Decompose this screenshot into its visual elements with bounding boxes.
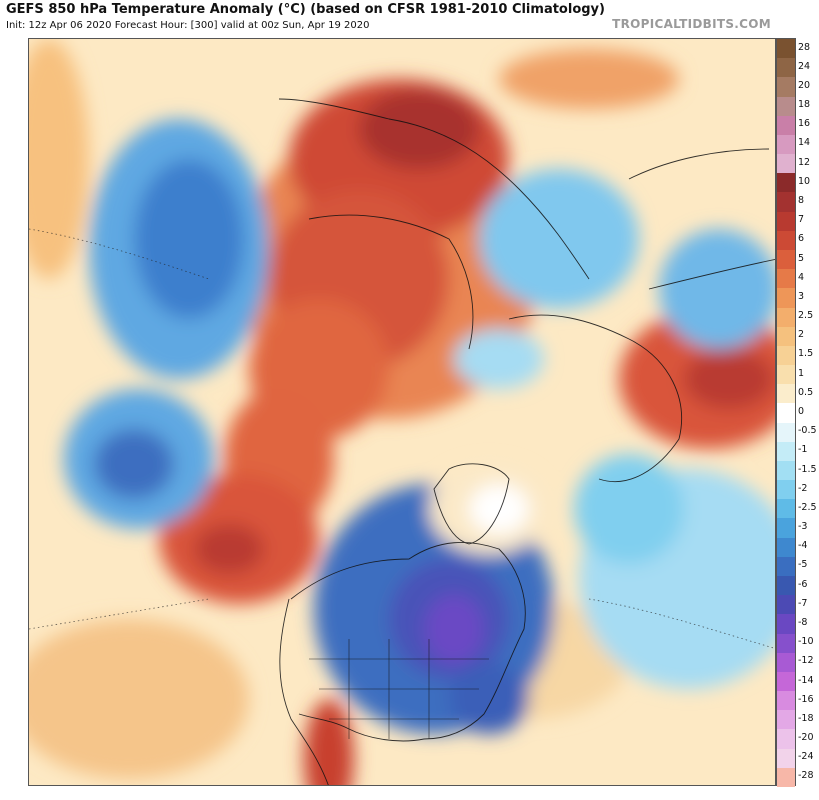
colorbar-cell	[777, 480, 795, 500]
colorbar-cell	[777, 460, 795, 481]
colorbar-cell	[777, 58, 795, 78]
colorbar-cell	[777, 767, 795, 788]
colorbar-label: -14	[798, 674, 814, 686]
colorbar-labels: 28 24 20 18 16 14 12 10 8 7 6 5 4 3 2.5 2 1.5 1 0.5 0 -0.5 -1…	[798, 38, 819, 786]
colorbar-label: -28	[798, 770, 814, 782]
chart-title: GEFS 850 hPa Temperature Anomaly (°C) (b…	[6, 2, 605, 17]
colorbar-label: 0	[798, 406, 805, 417]
colorbar-label: 5	[798, 252, 805, 264]
chart-subtitle: Init: 12z Apr 06 2020 Forecast Hour: [30…	[6, 20, 370, 31]
colorbar-label: -7	[798, 597, 808, 609]
colorbar	[776, 38, 796, 788]
colorbar-label: 14	[798, 137, 811, 149]
colorbar-label: -3	[798, 521, 808, 533]
colorbar-label: 4	[798, 271, 805, 283]
colorbar-cell	[777, 192, 795, 213]
colorbar-cell	[777, 422, 795, 443]
colorbar-label: -10	[798, 636, 814, 648]
colorbar-cell	[777, 595, 795, 615]
colorbar-cell	[777, 691, 795, 711]
colorbar-cell	[777, 614, 795, 635]
colorbar-label: -8	[798, 616, 808, 628]
colorbar-cell	[777, 173, 795, 193]
colorbar-label: 28	[798, 41, 811, 53]
colorbar-label: -12	[798, 655, 814, 667]
colorbar-label: 2.5	[798, 310, 814, 322]
source-watermark: TROPICALTIDBITS.COM	[612, 17, 771, 31]
colorbar-cell	[777, 211, 795, 232]
colorbar-cell	[777, 518, 795, 539]
colorbar-label: 16	[798, 118, 811, 130]
colorbar-cell	[777, 269, 795, 289]
anomaly-map	[28, 38, 776, 786]
colorbar-cell	[777, 633, 795, 654]
colorbar-cell	[777, 748, 795, 769]
colorbar-label: 18	[798, 99, 811, 111]
colorbar-label: 12	[798, 156, 811, 168]
colorbar-label: 2	[798, 329, 805, 341]
colorbar-label: -4	[798, 540, 808, 552]
colorbar-cell	[777, 729, 795, 750]
colorbar-label: -1	[798, 444, 808, 456]
colorbar-label: 10	[798, 175, 811, 187]
anomaly-field	[29, 39, 775, 785]
colorbar-cell	[777, 671, 795, 692]
colorbar-cell	[777, 77, 795, 98]
colorbar-cell	[777, 345, 795, 366]
colorbar-label: 3	[798, 290, 805, 302]
colorbar-label: -2.5	[798, 501, 817, 513]
colorbar-label: -0.5	[798, 425, 817, 437]
colorbar-label: -1.5	[798, 463, 817, 475]
colorbar-cell	[777, 365, 795, 385]
colorbar-cell	[777, 307, 795, 328]
colorbar-label: -6	[798, 578, 808, 590]
colorbar-cell	[777, 326, 795, 347]
colorbar-cell	[777, 249, 795, 270]
dashed-lines	[29, 228, 775, 649]
map-canvas	[29, 39, 775, 785]
colorbar-label: 0.5	[798, 386, 814, 398]
colorbar-cell	[777, 576, 795, 596]
colorbar-label: 8	[798, 195, 805, 207]
colorbar-label: 1.5	[798, 348, 814, 360]
colorbar-cell	[777, 230, 795, 251]
colorbar-cell	[777, 39, 795, 59]
colorbar-label: -24	[798, 751, 814, 763]
colorbar-cell	[777, 115, 795, 136]
colorbar-cell	[777, 384, 795, 404]
coastlines	[278, 98, 775, 785]
colorbar-label: 1	[798, 367, 805, 379]
colorbar-cell	[777, 96, 795, 117]
colorbar-cell	[777, 652, 795, 673]
colorbar-label: -2	[798, 482, 808, 494]
colorbar-label: 6	[798, 233, 805, 245]
colorbar-cell	[777, 710, 795, 730]
colorbar-label: -20	[798, 732, 814, 744]
colorbar-cell	[777, 537, 795, 558]
colorbar-cell	[777, 403, 795, 424]
colorbar-label: 20	[798, 79, 811, 91]
colorbar-cell	[777, 556, 795, 577]
colorbar-cell	[777, 441, 795, 462]
colorbar-label: -18	[798, 712, 814, 724]
colorbar-cell	[777, 134, 795, 155]
colorbar-label: 24	[798, 60, 811, 72]
colorbar-cell	[777, 154, 795, 174]
colorbar-cell	[777, 288, 795, 308]
colorbar-label: -16	[798, 693, 814, 705]
colorbar-label: 7	[798, 214, 805, 226]
colorbar-cell	[777, 499, 795, 519]
colorbar-label: -5	[798, 559, 808, 571]
